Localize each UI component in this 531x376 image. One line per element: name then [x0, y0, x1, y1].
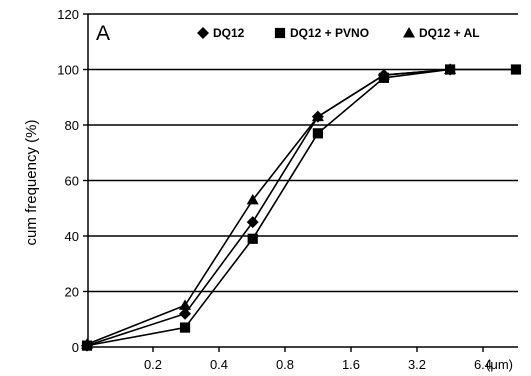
legend: DQ12 DQ12 + PVNO DQ12 + AL [197, 26, 480, 40]
legend-symbol-square [274, 27, 286, 39]
x-tick-label-3.2: 3.2 [408, 357, 426, 372]
data-point-diamond-2 [246, 216, 259, 229]
legend-marker-square [274, 27, 286, 39]
legend-marker-diamond [197, 27, 209, 39]
data-point-square-1 [179, 322, 191, 333]
series-layer [81, 63, 522, 352]
series-line-triangle [86, 68, 451, 345]
y-tick-label-40: 40 [65, 229, 79, 244]
y-tick-label-120: 120 [57, 7, 79, 22]
x-axis-unit-label: (μm) [486, 357, 513, 372]
legend-label-dq12: DQ12 [213, 26, 245, 40]
legend-item-dq12-al: DQ12 + AL [403, 26, 480, 40]
x-axis-ticks: 0.2 0.4 0.8 1.6 3.2 6.4 [144, 347, 492, 372]
gridlines [88, 13, 518, 293]
data-point-triangle-5 [444, 63, 457, 74]
y-tick-label-60: 60 [65, 174, 79, 189]
y-axis-label: cum frequency (%) [23, 120, 40, 246]
legend-symbol-triangle [403, 27, 415, 38]
y-tick-label-0: 0 [72, 340, 79, 355]
legend-marker-triangle [403, 27, 415, 38]
legend-item-dq12: DQ12 [197, 26, 245, 40]
data-point-square-2 [247, 233, 258, 244]
data-point-triangle-1 [179, 299, 192, 310]
x-tick-label-0.4: 0.4 [210, 357, 228, 372]
series-line-diamond [86, 68, 451, 347]
y-axis-ticks: 0 20 40 60 80 100 120 [57, 7, 88, 355]
y-tick-label-100: 100 [57, 63, 79, 78]
data-point-triangle-0 [81, 338, 93, 349]
x-tick-label-1.6: 1.6 [342, 357, 360, 372]
legend-label-dq12-pvno: DQ12 + PVNO [290, 26, 369, 40]
y-tick-label-80: 80 [65, 118, 79, 133]
legend-symbol-diamond [197, 27, 209, 39]
series-line-square [86, 68, 516, 347]
panel-label: A [96, 22, 110, 45]
y-tick-label-20: 20 [65, 285, 79, 300]
data-point-diamond-1 [179, 307, 192, 320]
data-point-square-3 [312, 128, 323, 139]
x-tick-label-0.2: 0.2 [144, 357, 162, 372]
x-tick-label-0.8: 0.8 [276, 357, 294, 372]
data-point-triangle-3 [311, 110, 324, 122]
legend-item-dq12-pvno: DQ12 + PVNO [274, 26, 369, 40]
data-point-square-6 [510, 64, 522, 75]
data-point-triangle-2 [246, 193, 259, 205]
legend-label-dq12-al: DQ12 + AL [419, 26, 480, 40]
data-point-triangle-4 [377, 69, 390, 80]
x-tick-label-6.4: 6.4 [474, 357, 492, 372]
